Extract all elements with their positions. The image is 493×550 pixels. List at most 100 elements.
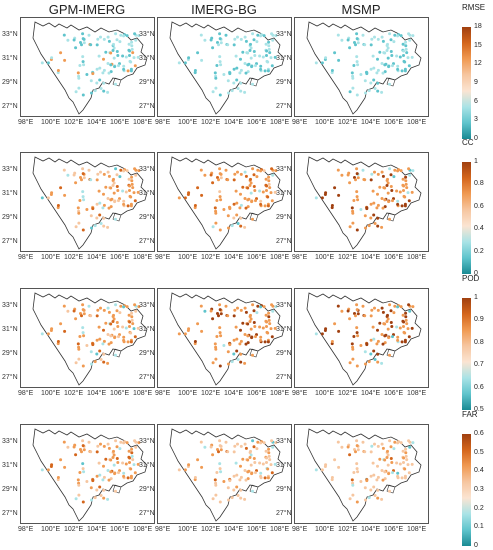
station-dot — [222, 73, 226, 76]
station-dot — [134, 38, 138, 42]
station-dot — [351, 493, 355, 497]
station-dot — [404, 311, 408, 315]
station-dot — [102, 203, 106, 207]
station-dot — [77, 357, 81, 361]
lat-tick-label: 31°N — [139, 462, 155, 469]
station-dot — [222, 344, 226, 347]
station-dot — [411, 169, 415, 173]
station-dot — [348, 46, 352, 50]
station-dot — [101, 71, 105, 75]
station-dot — [128, 461, 131, 464]
station-dot — [351, 221, 355, 225]
station-dot — [133, 471, 137, 475]
station-dot — [388, 82, 391, 86]
lon-tick-label: 108°E — [407, 390, 427, 397]
station-dot — [102, 57, 105, 61]
station-dot — [364, 91, 367, 95]
station-dot — [87, 304, 91, 308]
station-dot — [102, 81, 106, 85]
station-dot — [251, 82, 254, 86]
station-dot — [355, 195, 359, 199]
station-dot — [244, 446, 248, 450]
station-dot — [367, 496, 371, 500]
station-dot — [386, 453, 390, 457]
station-dot — [233, 444, 237, 448]
station-dot — [407, 167, 411, 171]
map-svg — [169, 156, 285, 250]
station-dot — [98, 349, 102, 353]
station-dot — [363, 314, 367, 318]
station-dot — [383, 186, 387, 190]
station-dot — [124, 462, 128, 466]
lon-tick-label: 106°E — [384, 526, 404, 533]
station-dot — [330, 204, 334, 207]
station-dot — [50, 327, 54, 331]
station-dot — [258, 189, 262, 193]
lon-tick-label: 102°E — [201, 119, 221, 126]
lat-tick-label: 31°N — [276, 462, 292, 469]
station-dot — [375, 342, 379, 346]
station-dot — [136, 55, 140, 59]
station-dot — [81, 55, 85, 59]
station-dot — [233, 172, 237, 176]
station-dot — [127, 177, 131, 181]
station-dot — [386, 56, 390, 60]
lat-tick-label: 29°N — [2, 486, 18, 493]
station-dot — [130, 315, 134, 319]
station-dot — [255, 311, 259, 315]
map-panel-far-3 — [294, 424, 429, 524]
station-dot — [243, 170, 247, 174]
station-dot — [355, 32, 359, 36]
station-dot — [346, 38, 350, 42]
region-outline — [169, 428, 285, 522]
station-dot — [128, 325, 131, 328]
station-dot — [126, 204, 130, 208]
station-dot — [118, 40, 122, 44]
station-dot — [376, 496, 380, 500]
lon-tick-label: 100°E — [41, 390, 61, 397]
station-dot — [218, 364, 222, 368]
station-dot — [355, 467, 359, 471]
station-dot — [250, 65, 254, 69]
station-dot — [404, 179, 408, 183]
station-dot — [77, 86, 81, 90]
station-dot — [354, 178, 357, 182]
station-dot — [218, 93, 222, 97]
station-dot — [383, 322, 387, 326]
station-dot — [127, 449, 131, 453]
station-dot — [265, 54, 268, 57]
station-dot — [122, 338, 126, 342]
station-dot — [132, 463, 136, 467]
station-dot — [130, 311, 134, 315]
station-dot — [410, 190, 414, 194]
lon-tick-label: 106°E — [247, 526, 267, 533]
colorbar-tick-label: 12 — [474, 60, 482, 68]
station-dot — [112, 56, 116, 60]
station-dot — [200, 465, 204, 469]
station-dot — [115, 445, 119, 449]
station-dot — [253, 189, 257, 192]
station-dot — [224, 33, 228, 37]
lon-tick-label: 100°E — [178, 526, 198, 533]
station-dot — [82, 198, 86, 202]
station-dot — [404, 44, 408, 48]
lat-tick-label: 31°N — [139, 326, 155, 333]
station-dot — [390, 325, 394, 328]
station-dot — [405, 186, 409, 190]
lon-tick-label: 106°E — [110, 254, 130, 261]
station-dot — [372, 337, 376, 341]
station-dot — [232, 216, 236, 220]
station-dot — [363, 43, 367, 47]
station-dot — [232, 67, 236, 71]
station-dot — [381, 174, 385, 178]
station-dot — [351, 347, 355, 351]
station-dot — [380, 497, 384, 501]
station-dot — [99, 170, 102, 174]
station-dot — [112, 453, 116, 457]
station-dot — [114, 353, 117, 357]
station-dot — [106, 361, 110, 365]
station-dot — [104, 50, 108, 54]
station-dot — [80, 178, 83, 182]
station-dot — [226, 314, 230, 318]
station-dot — [246, 198, 250, 202]
